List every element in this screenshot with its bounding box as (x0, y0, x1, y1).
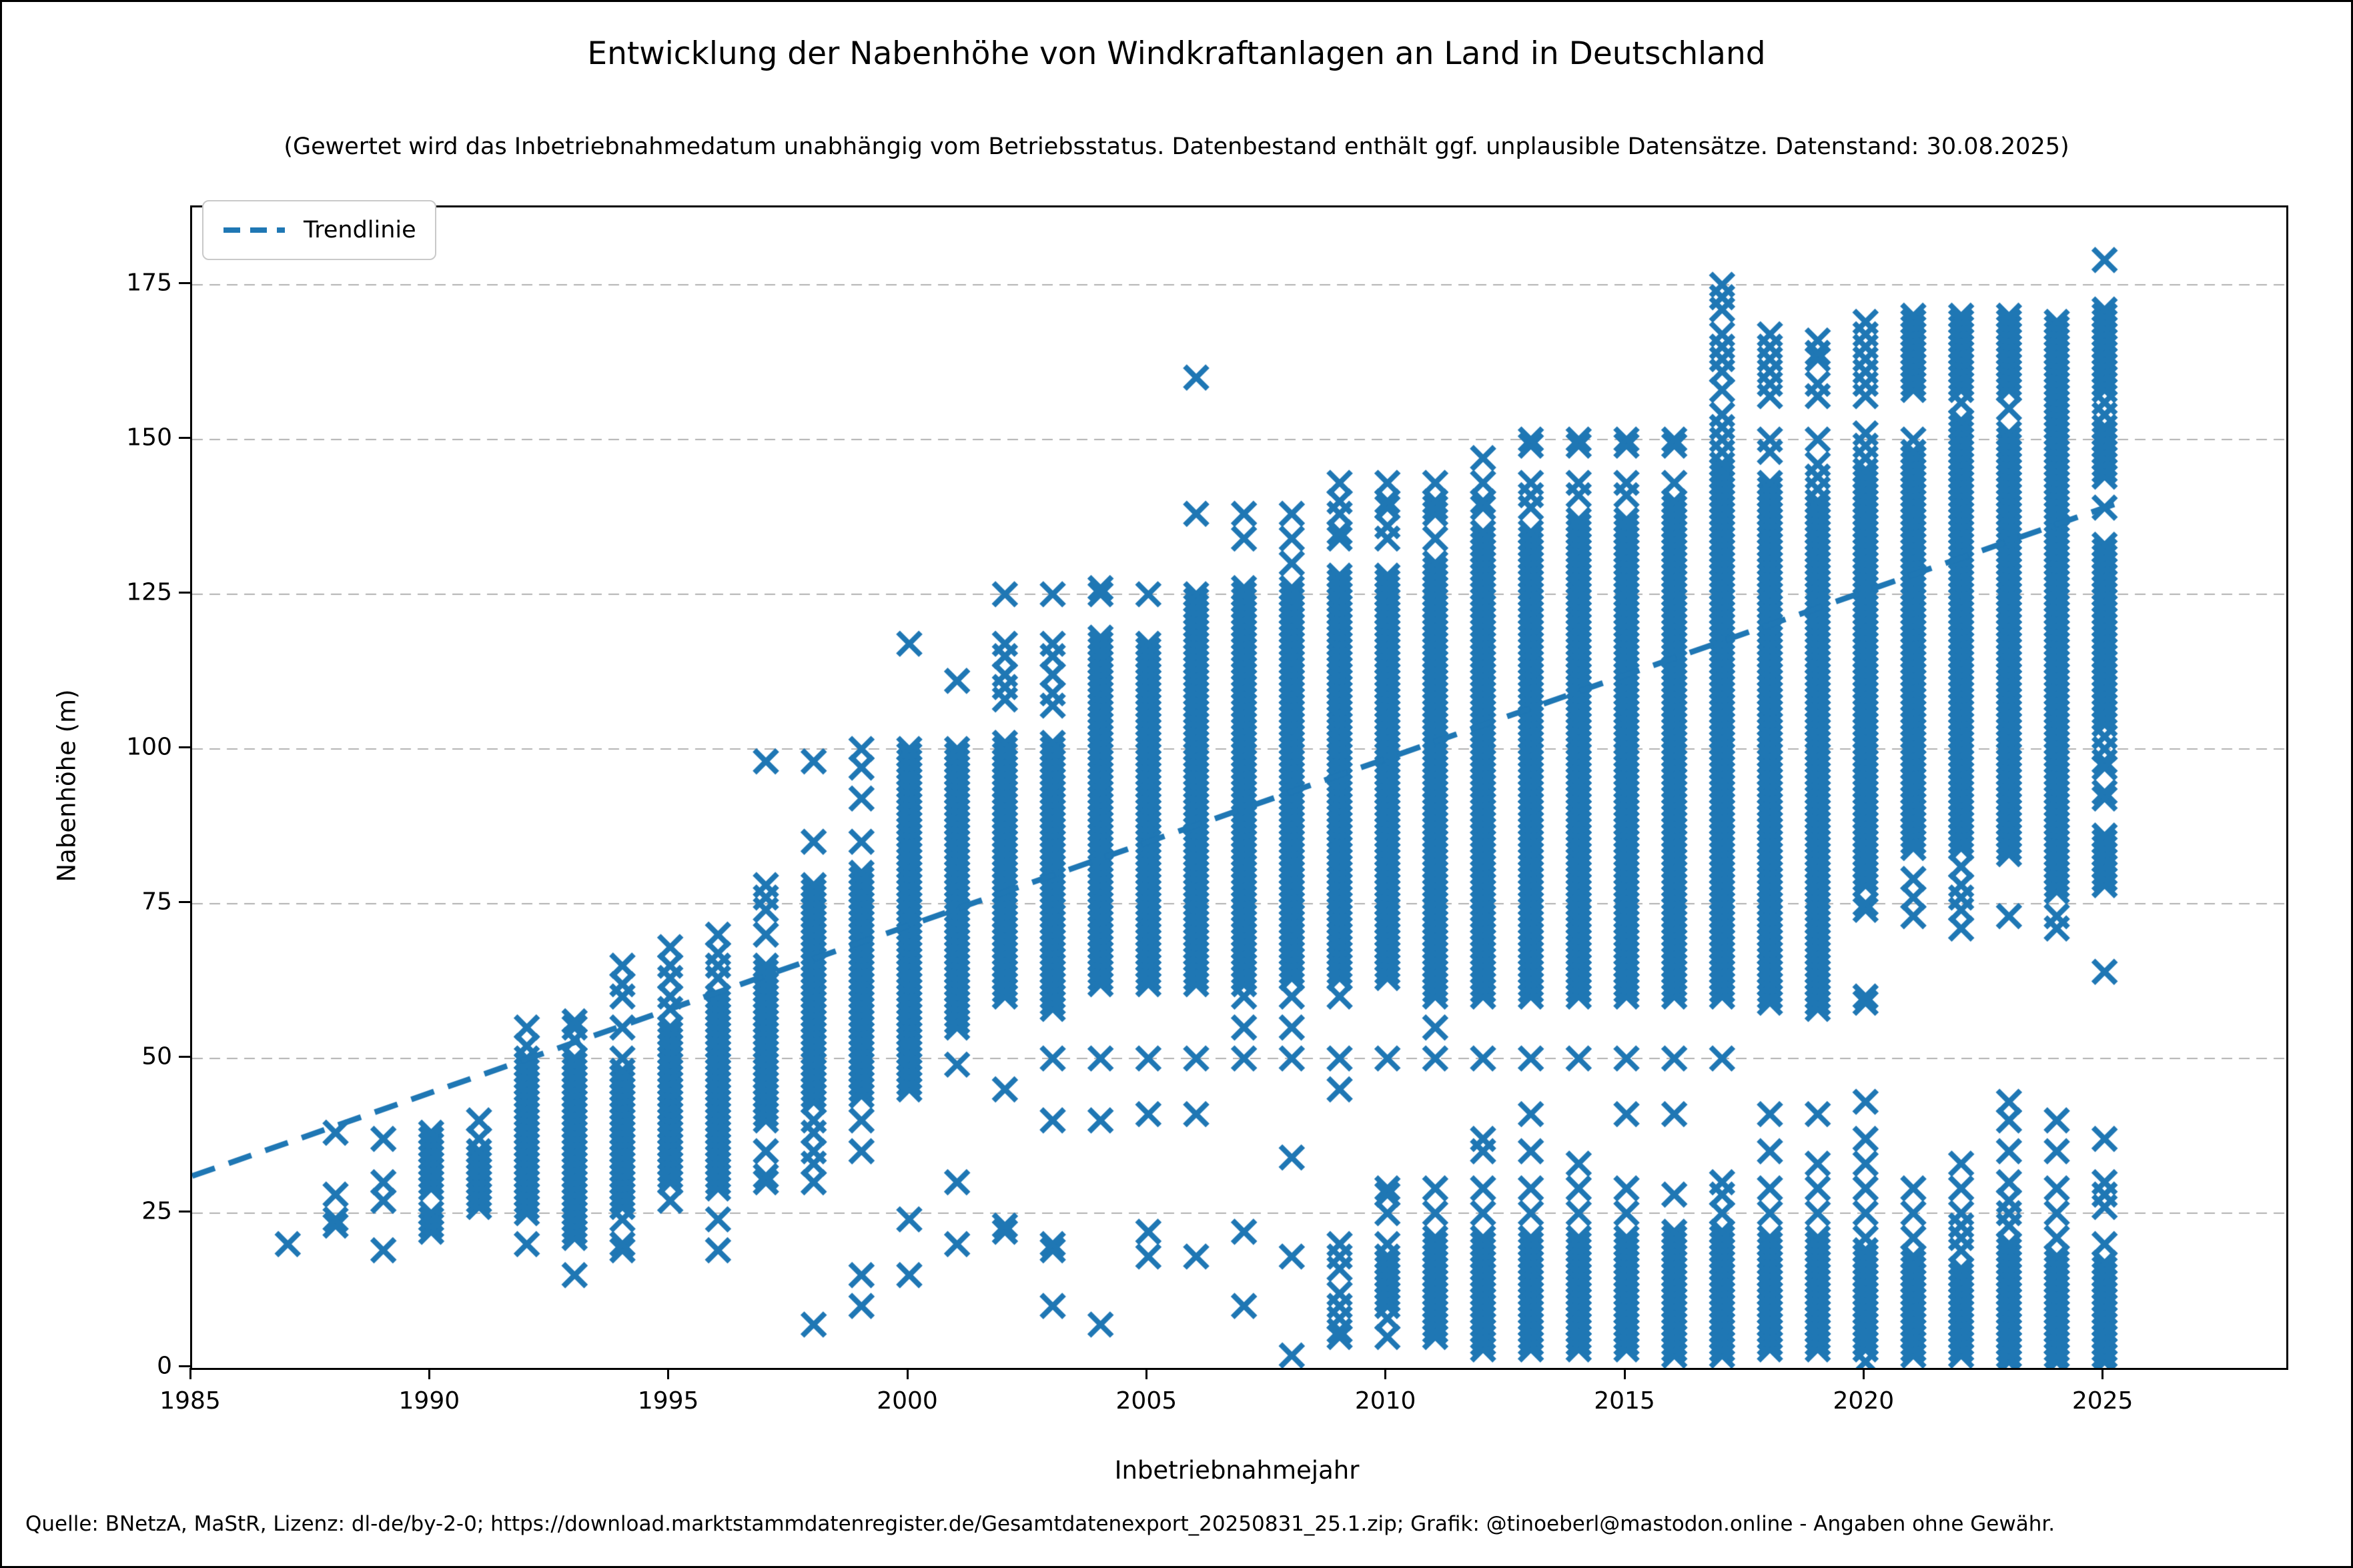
x-tick-label: 2025 (2071, 1387, 2134, 1415)
x-tick-mark (189, 1368, 191, 1379)
x-tick-mark (2101, 1368, 2104, 1379)
y-tick-mark (179, 281, 190, 284)
y-tick-label: 0 (157, 1352, 172, 1380)
x-axis-label: Inbetriebnahmejahr (1114, 1456, 1360, 1485)
y-tick-label: 100 (126, 733, 172, 761)
x-tick-label: 2020 (1833, 1387, 1895, 1415)
trendline-sample-icon (223, 227, 285, 233)
x-tick-mark (906, 1368, 909, 1379)
x-tick-mark (1384, 1368, 1387, 1379)
y-tick-label: 125 (126, 578, 172, 606)
legend-label: Trendlinie (304, 217, 416, 243)
legend: Trendlinie (202, 200, 436, 260)
x-tick-label: 1995 (637, 1387, 699, 1415)
x-tick-label: 2000 (877, 1387, 938, 1415)
chart-title: Entwicklung der Nabenhöhe von Windkrafta… (587, 35, 1766, 72)
y-tick-mark (179, 1055, 190, 1058)
y-axis-label: Nabenhöhe (m) (52, 689, 81, 882)
x-tick-label: 2015 (1594, 1387, 1655, 1415)
y-tick-mark (179, 900, 190, 903)
x-tick-label: 2010 (1354, 1387, 1416, 1415)
y-tick-label: 175 (126, 269, 172, 297)
y-tick-mark (179, 1365, 190, 1367)
plot-area (190, 205, 2288, 1370)
x-tick-mark (1145, 1368, 1147, 1379)
y-tick-label: 25 (141, 1197, 172, 1225)
source-note: Quelle: BNetzA, MaStR, Lizenz: dl-de/by-… (25, 1512, 2055, 1536)
x-tick-mark (1623, 1368, 1626, 1379)
x-tick-mark (667, 1368, 670, 1379)
chart-canvas (192, 207, 2286, 1368)
y-tick-mark (179, 591, 190, 594)
y-tick-label: 50 (141, 1042, 172, 1070)
y-tick-mark (179, 746, 190, 748)
chart-subtitle: (Gewertet wird das Inbetriebnahmedatum u… (284, 133, 2069, 160)
x-tick-label: 1990 (398, 1387, 460, 1415)
y-tick-mark (179, 436, 190, 439)
x-tick-mark (428, 1368, 430, 1379)
x-tick-label: 2005 (1115, 1387, 1178, 1415)
x-tick-label: 1985 (159, 1387, 221, 1415)
y-tick-label: 150 (126, 424, 172, 452)
y-tick-label: 75 (141, 888, 172, 916)
y-tick-mark (179, 1210, 190, 1213)
x-tick-mark (1862, 1368, 1865, 1379)
